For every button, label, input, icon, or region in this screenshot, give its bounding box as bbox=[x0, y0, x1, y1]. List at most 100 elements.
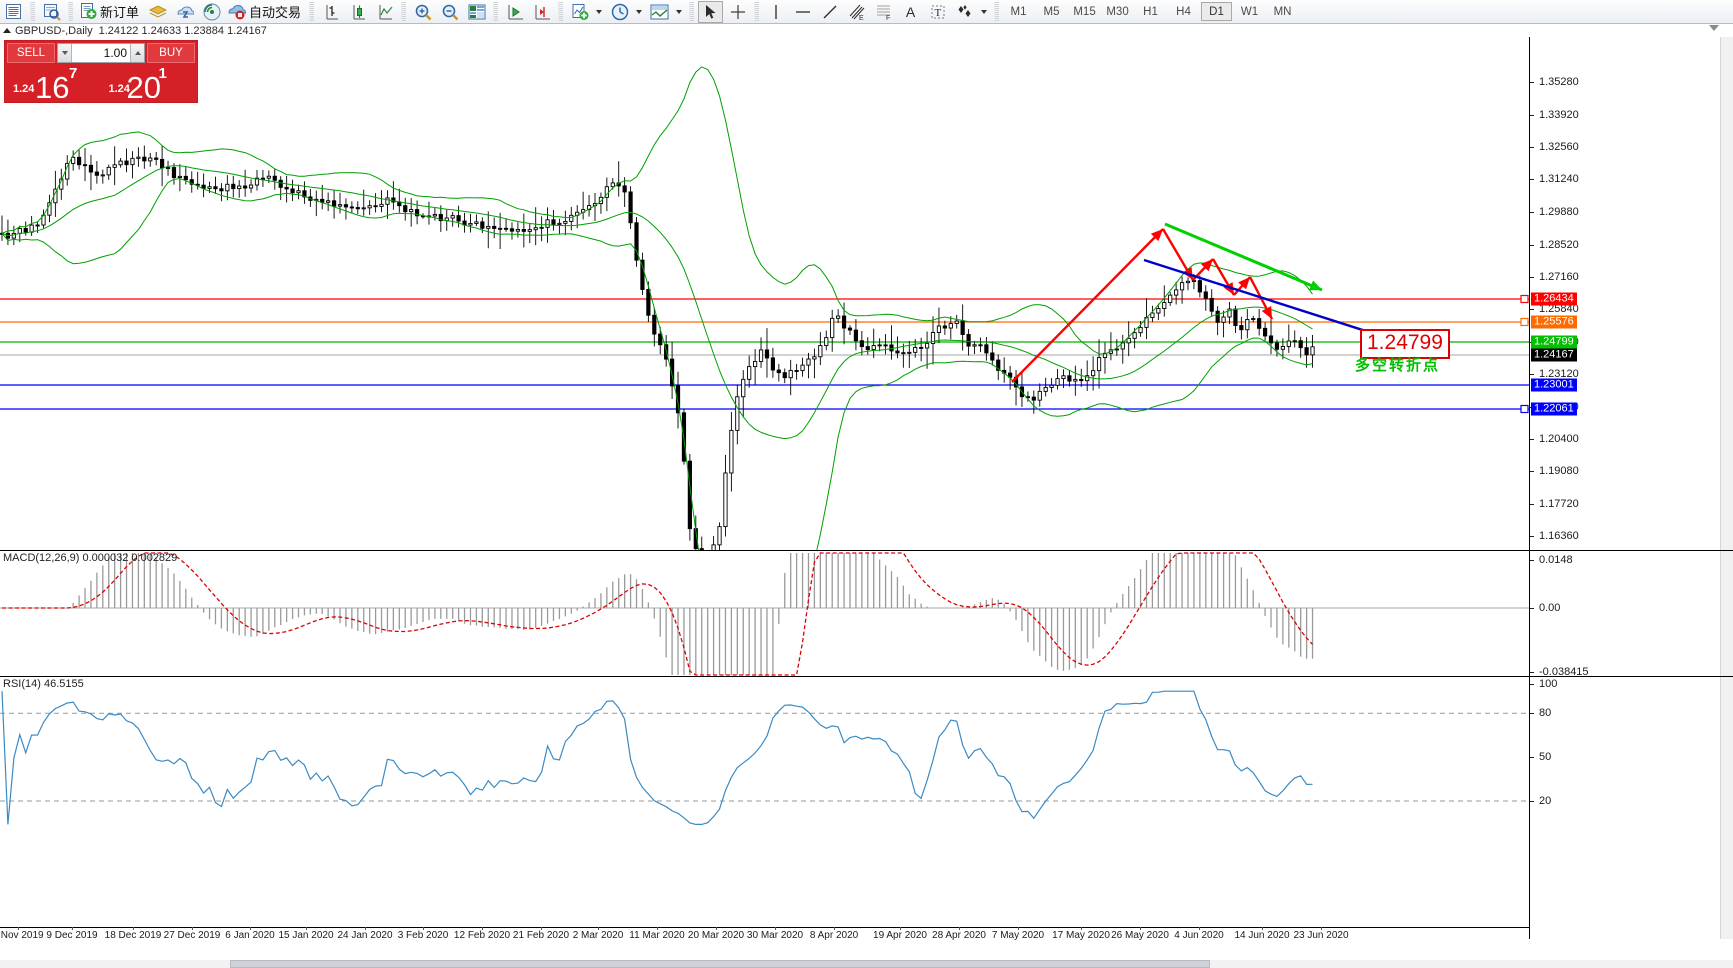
volume-increase-button[interactable] bbox=[130, 44, 144, 62]
macd-plot-area[interactable] bbox=[0, 551, 1529, 676]
new-order-button[interactable]: 新订单 bbox=[77, 1, 143, 23]
chart-collapse-caret[interactable] bbox=[1709, 25, 1719, 31]
data-window-icon[interactable] bbox=[39, 1, 64, 23]
rsi-scale[interactable]: 100 80 50 20 bbox=[1529, 677, 1733, 939]
zoom-in-icon[interactable] bbox=[410, 1, 435, 23]
timeframe-m15[interactable]: M15 bbox=[1073, 5, 1096, 18]
drawn-annotations bbox=[1011, 222, 1448, 383]
price-plot-area[interactable] bbox=[0, 37, 1529, 550]
autotrading-button[interactable]: 自动交易 bbox=[226, 1, 305, 23]
shapes-dropdown-caret[interactable] bbox=[981, 9, 988, 14]
price-pane[interactable]: 1.35280 1.33920 1.32560 1.31240 1.29880 1.285… bbox=[0, 37, 1733, 607]
timeframe-h4[interactable]: H4 bbox=[1176, 5, 1191, 18]
vertical-scrollbar[interactable] bbox=[1720, 677, 1733, 939]
trendline-icon[interactable] bbox=[817, 1, 842, 23]
price-level-tag[interactable]: 1.24799 bbox=[1531, 335, 1577, 349]
equidistant-channel-icon[interactable]: E bbox=[844, 1, 869, 23]
period-separator-icon[interactable] bbox=[607, 1, 632, 23]
time-tick bbox=[1199, 927, 1200, 930]
buy-button[interactable]: BUY bbox=[147, 43, 195, 63]
rsi-tick: 50 bbox=[1530, 751, 1551, 763]
toolbar-separator bbox=[309, 2, 315, 21]
vertical-line-icon[interactable] bbox=[763, 1, 788, 23]
timeframe-m1[interactable]: M1 bbox=[1010, 5, 1027, 18]
autoscroll-icon[interactable] bbox=[502, 1, 527, 23]
templates-dropdown-caret[interactable] bbox=[676, 9, 683, 14]
time-tick bbox=[900, 927, 901, 930]
time-axis-line bbox=[0, 927, 1529, 928]
one-click-price-row: 1.24 16 7 1.24 20 1 bbox=[5, 65, 197, 100]
templates-manager-icon[interactable] bbox=[647, 1, 672, 23]
symbol-label: GBPUSD-,Daily bbox=[15, 24, 93, 37]
vertical-scrollbar[interactable] bbox=[1720, 37, 1733, 550]
text-icon[interactable]: A bbox=[905, 3, 916, 20]
macd-tick: -0.038415 bbox=[1530, 666, 1589, 678]
time-tick bbox=[1140, 927, 1141, 930]
signals-icon[interactable] bbox=[199, 1, 224, 23]
market-watch-icon[interactable] bbox=[1, 1, 26, 23]
rsi-pane[interactable]: RSI(14) 46.5155 100 80 50 20 bbox=[0, 676, 1733, 939]
time-tick bbox=[192, 927, 193, 930]
vertical-scrollbar[interactable] bbox=[1720, 551, 1733, 676]
one-click-trading-panel[interactable]: SELL 1.00 BUY 1.24 16 7 1.24 20 1 bbox=[4, 40, 198, 103]
time-tick bbox=[657, 927, 658, 930]
timeframe-h1[interactable]: H1 bbox=[1143, 5, 1158, 18]
toolbar-separator bbox=[754, 2, 760, 21]
time-axis-label: 23 Jun 2020 bbox=[1293, 930, 1349, 941]
volume-stepper[interactable]: 1.00 bbox=[57, 43, 145, 63]
time-tick bbox=[482, 927, 483, 930]
zoom-out-icon[interactable] bbox=[437, 1, 462, 23]
volume-value[interactable]: 1.00 bbox=[103, 46, 127, 60]
indicators-button[interactable] bbox=[567, 1, 592, 23]
bar-chart-icon[interactable] bbox=[318, 1, 343, 23]
price-level-tag[interactable]: 1.25576 bbox=[1531, 315, 1577, 329]
chart-window[interactable]: GBPUSD-,Daily 1.24122 1.24633 1.23884 1.… bbox=[0, 24, 1733, 968]
period-dropdown-caret[interactable] bbox=[636, 9, 643, 14]
time-tick bbox=[250, 927, 251, 930]
time-tick bbox=[306, 927, 307, 930]
time-axis-label: 14 Jun 2020 bbox=[1234, 930, 1290, 941]
templates-icon[interactable] bbox=[145, 1, 170, 23]
shapes-icon[interactable] bbox=[952, 1, 977, 23]
sell-price-display[interactable]: 1.24 16 7 bbox=[7, 65, 100, 98]
sell-button[interactable]: SELL bbox=[7, 43, 55, 63]
indicators-dropdown-caret[interactable] bbox=[596, 9, 603, 14]
price-level-tag[interactable]: 1.26434 bbox=[1531, 292, 1577, 306]
macd-scale[interactable]: 0.0148 0.00 -0.038415 bbox=[1529, 551, 1733, 678]
timeframe-d1[interactable]: D1 bbox=[1201, 2, 1233, 21]
chart-shift-icon[interactable] bbox=[529, 1, 554, 23]
price-tick: 1.23120 bbox=[1530, 368, 1579, 380]
line-chart-icon[interactable] bbox=[372, 1, 397, 23]
price-level-tag[interactable]: 1.24167 bbox=[1531, 348, 1577, 362]
price-level-tag[interactable]: 1.22061 bbox=[1531, 402, 1577, 416]
time-axis-label: 2 Mar 2020 bbox=[572, 930, 624, 941]
crosshair-icon[interactable] bbox=[725, 1, 750, 23]
terminal-icon[interactable] bbox=[464, 1, 489, 23]
rsi-plot-area[interactable] bbox=[0, 677, 1529, 939]
scrollbar-thumb[interactable] bbox=[230, 960, 1210, 968]
time-axis-label: 27 Dec 2019 bbox=[163, 930, 221, 941]
candlestick-series bbox=[0, 145, 1315, 550]
horizontal-scrollbar[interactable] bbox=[0, 960, 1733, 968]
time-axis-label: 26 May 2020 bbox=[1111, 930, 1169, 941]
timeframe-m30[interactable]: M30 bbox=[1106, 5, 1129, 18]
cursor-icon[interactable] bbox=[698, 0, 724, 23]
macd-pane[interactable]: MACD(12,26,9) 0.000032 0.002829 0.0148 0.… bbox=[0, 550, 1733, 678]
fibonacci-retracement-icon[interactable]: F bbox=[871, 1, 896, 23]
macd-tick: 0.0148 bbox=[1530, 554, 1573, 566]
volume-decrease-button[interactable] bbox=[58, 44, 72, 62]
timeframe-m5[interactable]: M5 bbox=[1043, 5, 1060, 18]
price-level-tag[interactable]: 1.23001 bbox=[1531, 378, 1577, 392]
time-tick bbox=[834, 927, 835, 930]
buy-price-display[interactable]: 1.24 20 1 bbox=[103, 65, 196, 98]
timeframe-w1[interactable]: W1 bbox=[1240, 5, 1259, 18]
candlestick-chart-icon[interactable] bbox=[345, 1, 370, 23]
time-axis-label: 24 Jan 2020 bbox=[337, 930, 393, 941]
time-axis-label: 20 Mar 2020 bbox=[687, 930, 745, 941]
text-label-icon[interactable]: T bbox=[925, 1, 950, 23]
timeframe-mn[interactable]: MN bbox=[1273, 5, 1292, 18]
mql5-community-icon[interactable] bbox=[172, 1, 197, 23]
price-scale[interactable]: 1.35280 1.33920 1.32560 1.31240 1.29880 1.285… bbox=[1529, 37, 1733, 607]
horizontal-line-icon[interactable] bbox=[790, 1, 815, 23]
